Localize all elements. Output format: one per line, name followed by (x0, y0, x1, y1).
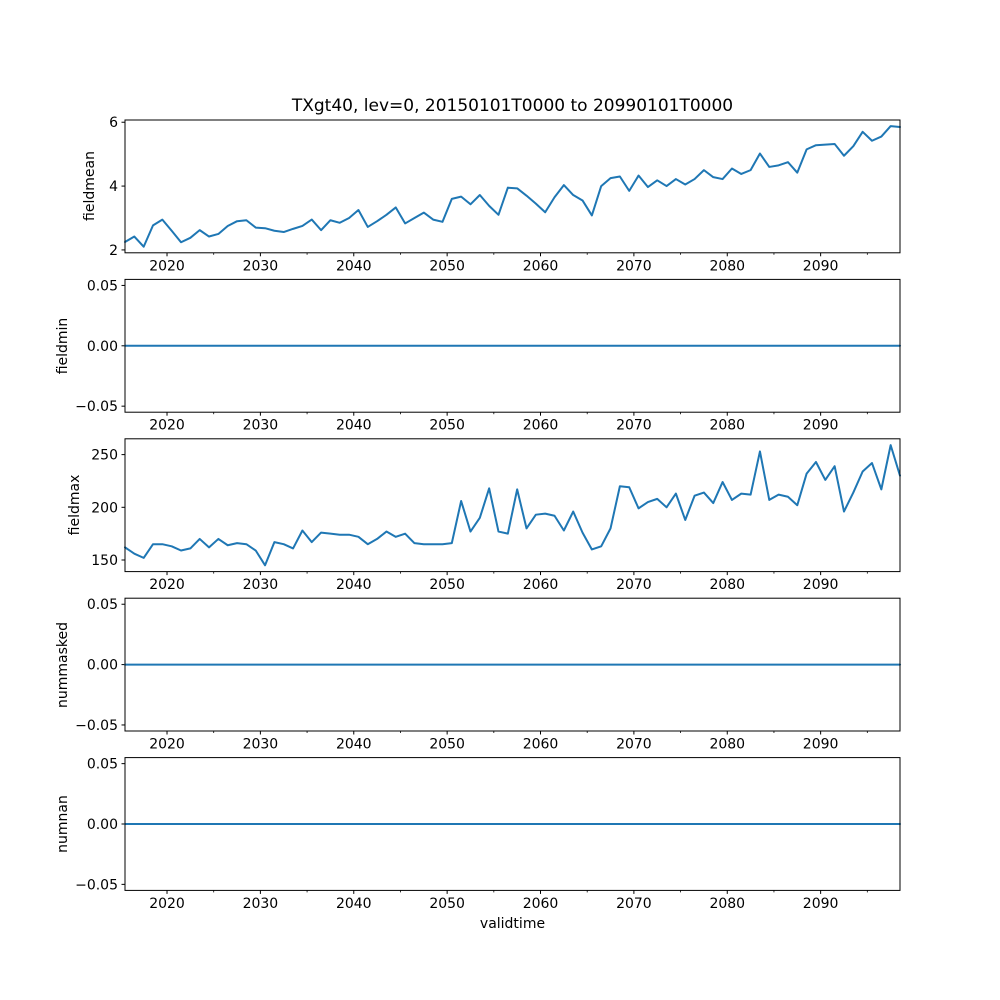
y-tick-label: 200 (91, 500, 118, 516)
y-tick-label: 0.05 (87, 757, 118, 773)
x-tick-label: 2060 (523, 896, 559, 912)
y-tick-label: 250 (91, 448, 118, 464)
x-tick-label: 2020 (149, 418, 185, 434)
x-tick-label: 2070 (616, 418, 652, 434)
y-tick-label: 0.00 (87, 658, 118, 674)
x-axis-label: validtime (479, 916, 546, 932)
x-tick-label: 2050 (429, 737, 465, 753)
panel-frame-nummasked (124, 597, 901, 732)
chart-title: TXgt40, lev=0, 20150101T0000 to 20990101… (291, 96, 734, 116)
y-tick-label: 0.00 (87, 339, 118, 355)
panel-frame-numnan (124, 757, 901, 891)
x-tick-label: 2080 (709, 418, 745, 434)
line-fieldmean (124, 125, 901, 248)
x-tick-label: 2070 (616, 737, 652, 753)
x-tick-label: 2080 (709, 577, 745, 593)
x-tick-label: 2060 (523, 418, 559, 434)
y-tick-label: 150 (91, 553, 118, 569)
y-tick-label: 0.05 (87, 278, 118, 294)
x-tick-label: 2020 (149, 258, 185, 274)
x-tick-label: 2090 (803, 418, 839, 434)
x-tick-label: 2040 (336, 418, 372, 434)
x-tick-label: 2070 (616, 577, 652, 593)
y-tick-label: 2 (109, 243, 118, 259)
x-tick-label: 2050 (429, 258, 465, 274)
y-tick-label: −0.05 (75, 718, 118, 734)
x-tick-label: 2030 (243, 418, 279, 434)
x-tick-label: 2070 (616, 896, 652, 912)
x-tick-label: 2080 (709, 737, 745, 753)
x-tick-label: 2090 (803, 258, 839, 274)
x-tick-label: 2040 (336, 737, 372, 753)
y-tick-label: 6 (109, 115, 118, 131)
y-tick-label: 0.00 (87, 817, 118, 833)
x-tick-label: 2050 (429, 418, 465, 434)
x-tick-label: 2030 (243, 896, 279, 912)
y-tick-label: −0.05 (75, 877, 118, 893)
x-tick-label: 2030 (243, 737, 279, 753)
x-tick-label: 2020 (149, 577, 185, 593)
x-tick-label: 2040 (336, 258, 372, 274)
x-tick-label: 2050 (429, 896, 465, 912)
y-axis-label-nummasked: nummasked (55, 621, 71, 708)
y-axis-label-fieldmean: fieldmean (82, 151, 98, 222)
y-axis-label-fieldmax: fieldmax (67, 474, 83, 536)
x-tick-label: 2070 (616, 258, 652, 274)
panel-frame-fieldmin (124, 278, 901, 413)
x-tick-label: 2060 (523, 577, 559, 593)
y-tick-label: −0.05 (75, 399, 118, 415)
x-tick-label: 2040 (336, 896, 372, 912)
x-tick-label: 2090 (803, 896, 839, 912)
x-tick-label: 2030 (243, 577, 279, 593)
panel-frame-fieldmean (124, 119, 901, 254)
x-tick-label: 2020 (149, 896, 185, 912)
x-tick-label: 2060 (523, 737, 559, 753)
x-tick-label: 2020 (149, 737, 185, 753)
y-axis-label-numnan: numnan (55, 795, 71, 853)
x-tick-label: 2090 (803, 737, 839, 753)
line-fieldmax (124, 444, 901, 567)
x-tick-label: 2060 (523, 258, 559, 274)
x-tick-label: 2080 (709, 258, 745, 274)
x-tick-label: 2040 (336, 577, 372, 593)
x-tick-label: 2090 (803, 577, 839, 593)
y-tick-label: 4 (109, 179, 118, 195)
y-tick-label: 0.05 (87, 597, 118, 613)
panel-frame-fieldmax (124, 438, 901, 573)
y-axis-label-fieldmin: fieldmin (55, 317, 71, 375)
x-tick-label: 2050 (429, 577, 465, 593)
x-tick-label: 2080 (709, 896, 745, 912)
x-tick-label: 2030 (243, 258, 279, 274)
